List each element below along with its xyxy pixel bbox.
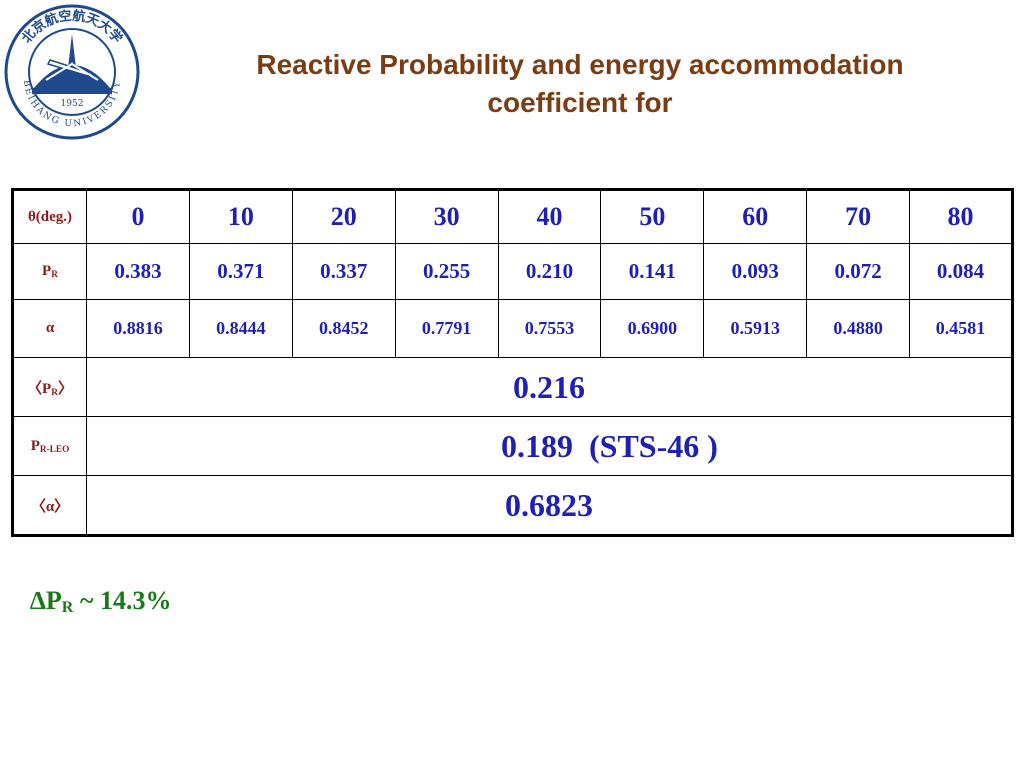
title-line-1: Reactive Probability and energy accommod…: [256, 49, 904, 80]
alpha-cell: 0.6900: [600, 299, 705, 358]
alpha-cell: 0.4880: [806, 299, 910, 358]
angle-row: θ(deg.) 0 10 20 30 40 50 60 70 80: [12, 189, 1013, 244]
alpha-label: α: [12, 299, 87, 358]
alpha-cell: 0.8452: [291, 299, 396, 358]
pr-cell: 0.255: [394, 243, 499, 300]
alpha-cell: 0.8444: [188, 299, 293, 358]
pr-cell: 0.210: [497, 243, 602, 300]
pr-cell: 0.383: [86, 243, 190, 300]
pr-cell: 0.093: [703, 243, 808, 300]
avg-pr-row: 〈PR〉 0.216: [12, 357, 1013, 417]
logo-year: 1952: [61, 99, 84, 109]
pr-leo-value: 0.189 (STS-46 ): [86, 416, 1013, 476]
avg-pr-label: 〈PR〉: [12, 357, 87, 417]
avg-pr-value: 0.216: [86, 357, 1013, 417]
angle-cell: 70: [806, 189, 910, 244]
pr-label-sub: R: [51, 269, 58, 280]
angle-cell: 80: [909, 189, 1013, 244]
pr-cell: 0.141: [600, 243, 705, 300]
results-table: θ(deg.) 0 10 20 30 40 50 60 70 80 PR 0.3…: [11, 188, 1014, 537]
angle-cell: 60: [703, 189, 808, 244]
pr-leo-row: PR-LEO 0.189 (STS-46 ): [12, 416, 1013, 476]
pr-cell: 0.084: [909, 243, 1013, 300]
slide-title: Reactive Probability and energy accommod…: [160, 46, 1000, 122]
angle-cell: 30: [394, 189, 499, 244]
angle-cell: 0: [86, 189, 190, 244]
delta-pr-value: ~ 14.3%: [73, 586, 172, 615]
alpha-cell: 0.8816: [86, 299, 190, 358]
pr-leo-label: PR-LEO: [12, 416, 87, 476]
angle-cell: 50: [600, 189, 705, 244]
angle-cell: 40: [497, 189, 602, 244]
pr-leo-label-main: P: [30, 437, 40, 454]
pr-cell: 0.371: [188, 243, 293, 300]
pr-leo-label-sub: R-LEO: [39, 444, 70, 455]
delta-pr-prefix: ∆P: [30, 586, 62, 615]
theta-label: θ(deg.): [12, 189, 87, 244]
avg-pr-bracket-right: 〉: [57, 380, 73, 397]
pr-label-main: P: [42, 263, 52, 279]
avg-alpha-value: 0.6823: [86, 475, 1013, 536]
avg-alpha-label: 〈α〉: [12, 475, 87, 536]
avg-pr-bracket-left: 〈: [27, 380, 43, 397]
title-line-2: coefficient for: [487, 87, 673, 118]
alpha-cell: 0.5913: [703, 299, 808, 358]
alpha-cell: 0.7791: [394, 299, 499, 358]
avg-alpha-row: 〈α〉 0.6823: [12, 475, 1013, 536]
avg-pr-label-main: P: [42, 380, 52, 397]
university-logo: 北京航空航天大学 BEIHANG UNIVERSITY 1952: [2, 2, 142, 142]
pr-cell: 0.072: [806, 243, 910, 300]
angle-cell: 20: [291, 189, 396, 244]
alpha-cell: 0.7553: [497, 299, 602, 358]
pr-label: PR: [12, 243, 87, 300]
delta-pr-note: ∆PR ~ 14.3%: [30, 586, 171, 617]
alpha-row: α 0.8816 0.8444 0.8452 0.7791 0.7553 0.6…: [12, 299, 1013, 358]
pr-row: PR 0.383 0.371 0.337 0.255 0.210 0.141 0…: [12, 243, 1013, 300]
delta-pr-sub: R: [61, 599, 74, 617]
avg-pr-label-sub: R: [51, 387, 58, 398]
pr-cell: 0.337: [291, 243, 396, 300]
angle-cell: 10: [188, 189, 293, 244]
alpha-cell: 0.4581: [909, 299, 1013, 358]
